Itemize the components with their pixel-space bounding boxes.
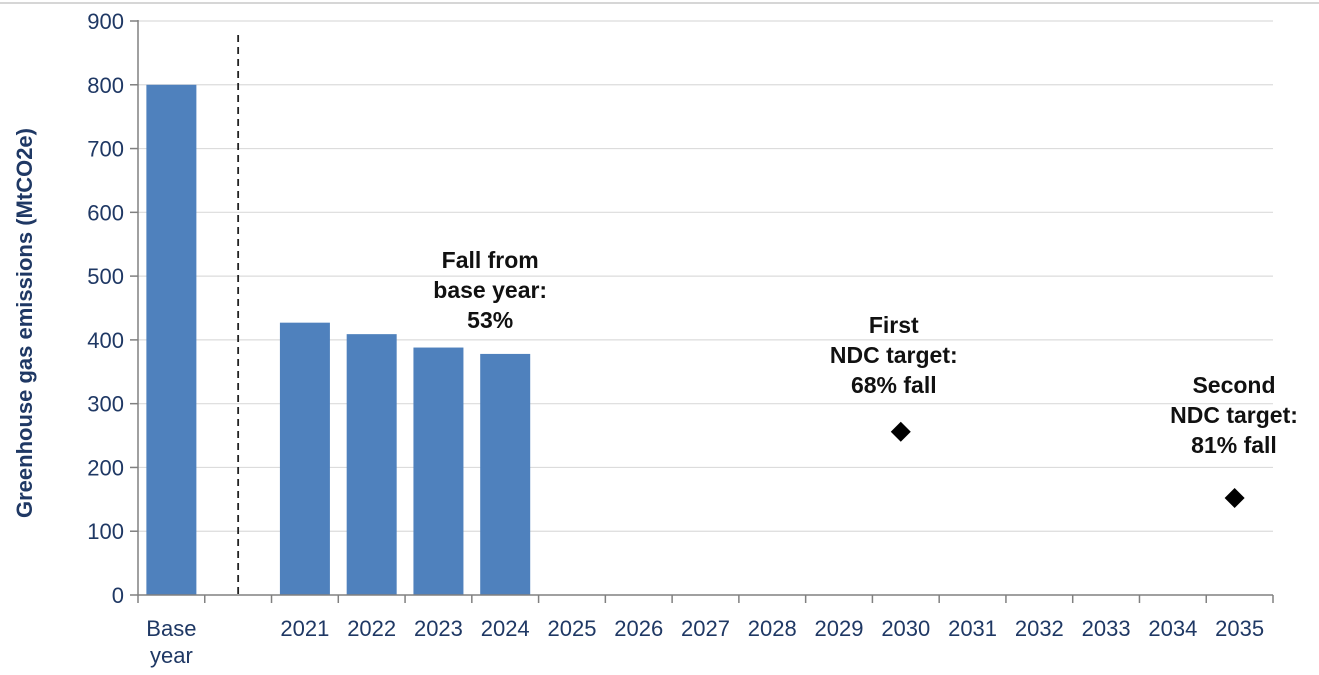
bar [279, 322, 330, 595]
x-tick-label: 2029 [815, 616, 864, 641]
annotation-line: base year: [433, 277, 547, 303]
x-tick-label: 2032 [1015, 616, 1064, 641]
x-tick-label: 2025 [547, 616, 596, 641]
target-markers [890, 421, 1245, 509]
x-tick-label: 2031 [948, 616, 997, 641]
annotations: Fall from base year: 53% First NDC target: 68… [433, 247, 1298, 458]
target-marker [1224, 488, 1245, 509]
target-marker [890, 421, 911, 442]
x-tick-label: 2033 [1082, 616, 1131, 641]
x-tick-label: year [150, 643, 193, 668]
annotation-line: Fall from [442, 247, 539, 273]
bars [146, 84, 531, 596]
x-tick-label: 2034 [1148, 616, 1197, 641]
annotation-line: 53% [467, 307, 513, 333]
bar [480, 353, 531, 595]
y-tick-label: 800 [87, 73, 124, 98]
x-tick-label: 2030 [881, 616, 930, 641]
x-tick-label: 2024 [481, 616, 530, 641]
y-tick-label: 400 [87, 328, 124, 353]
x-tick-label: 2022 [347, 616, 396, 641]
x-tick-label: 2028 [748, 616, 797, 641]
annotation-line: First [869, 312, 919, 338]
x-tick-label: 2023 [414, 616, 463, 641]
y-tick-labels: 0 100 200 300 400 500 600 700 800 900 [87, 9, 124, 608]
y-tick-label: 700 [87, 137, 124, 162]
y-tick-label: 100 [87, 519, 124, 544]
x-tick-label: 2026 [614, 616, 663, 641]
y-tick-label: 500 [87, 264, 124, 289]
y-tick-label: 200 [87, 455, 124, 480]
annotation-line: NDC target: [1170, 402, 1298, 428]
annotation-line: 81% fall [1191, 432, 1277, 458]
bar [146, 84, 197, 596]
annotation-line: NDC target: [830, 342, 958, 368]
x-tick-label: 2027 [681, 616, 730, 641]
annotation-line: 68% fall [851, 372, 937, 398]
x-tick-label: Base [146, 616, 196, 641]
x-tick-label: 2021 [280, 616, 329, 641]
y-tick-label: 600 [87, 200, 124, 225]
y-tick-label: 0 [112, 583, 124, 608]
x-tick-label: 2035 [1215, 616, 1264, 641]
bar [346, 334, 397, 595]
y-axis-title: Greenhouse gas emissions (MtCO2e) [12, 128, 37, 518]
bar [413, 347, 464, 595]
axes [130, 20, 1274, 603]
y-tick-label: 900 [87, 9, 124, 34]
annotation-line: Second [1192, 372, 1275, 398]
y-tick-label: 300 [87, 392, 124, 417]
